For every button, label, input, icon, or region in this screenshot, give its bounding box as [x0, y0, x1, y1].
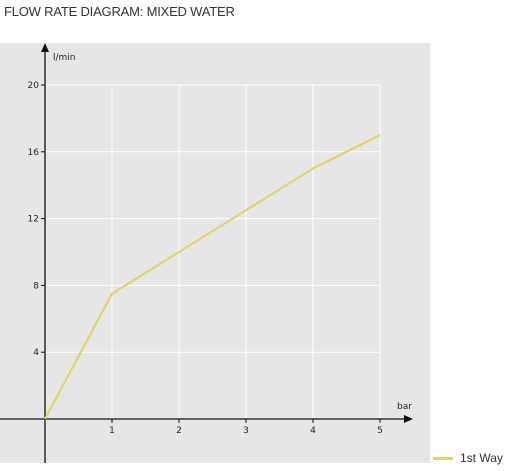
grid-lines [45, 84, 381, 419]
chart-title: FLOW RATE DIAGRAM: MIXED WATER [4, 4, 235, 19]
x-tick-label-1: 1 [109, 426, 115, 436]
y-tick-label-8: 8 [33, 281, 39, 291]
y-axis-label: l/min [53, 53, 76, 63]
axes [0, 43, 413, 463]
legend: 1st Way [433, 450, 503, 466]
series-lines [44, 134, 381, 420]
x-tick-label-3: 3 [243, 426, 249, 436]
plot-background [0, 43, 430, 463]
y-tick-label-4: 4 [33, 348, 39, 358]
x-axis-label: bar [397, 402, 412, 412]
y-tick-label-12: 12 [28, 215, 39, 225]
series-line-0 [44, 134, 381, 420]
legend-label: 1st Way [460, 451, 503, 465]
y-tick-label-16: 16 [28, 148, 40, 158]
y-tick-label-20: 20 [28, 81, 40, 91]
x-tick-label-4: 4 [310, 426, 316, 436]
y-axis-arrow [41, 43, 49, 52]
x-tick-label-5: 5 [377, 426, 383, 436]
x-axis-arrow [404, 415, 413, 423]
legend-swatch [433, 456, 453, 460]
x-tick-label-2: 2 [176, 426, 182, 436]
